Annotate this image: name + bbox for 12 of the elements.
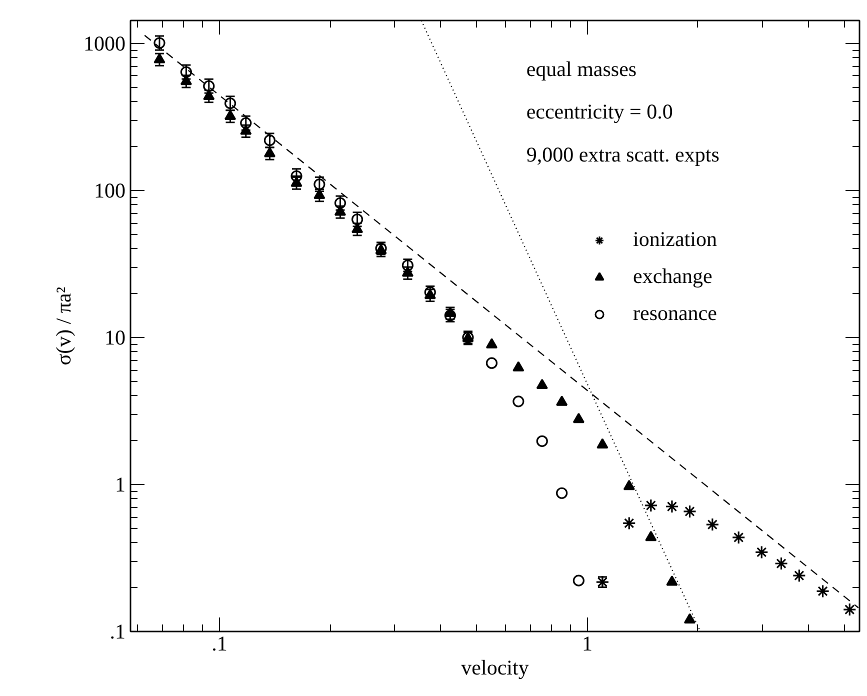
legend-label: resonance: [633, 301, 717, 326]
y-tick-label: 1: [115, 472, 126, 496]
y-tick-label: 1000: [84, 31, 126, 56]
annotation: equal masses: [526, 56, 637, 81]
annotation: eccentricity = 0.0: [526, 100, 673, 124]
annotation: 9,000 extra scatt. expts: [526, 142, 720, 166]
y-tick-label: 10: [104, 325, 126, 350]
y-tick-label: 100: [94, 178, 126, 202]
x-axis-title: velocity: [461, 656, 530, 680]
y-axis-title: σ(v) / πa²: [52, 286, 76, 366]
legend-label: exchange: [633, 264, 712, 289]
legend-label: ionization: [633, 227, 717, 252]
